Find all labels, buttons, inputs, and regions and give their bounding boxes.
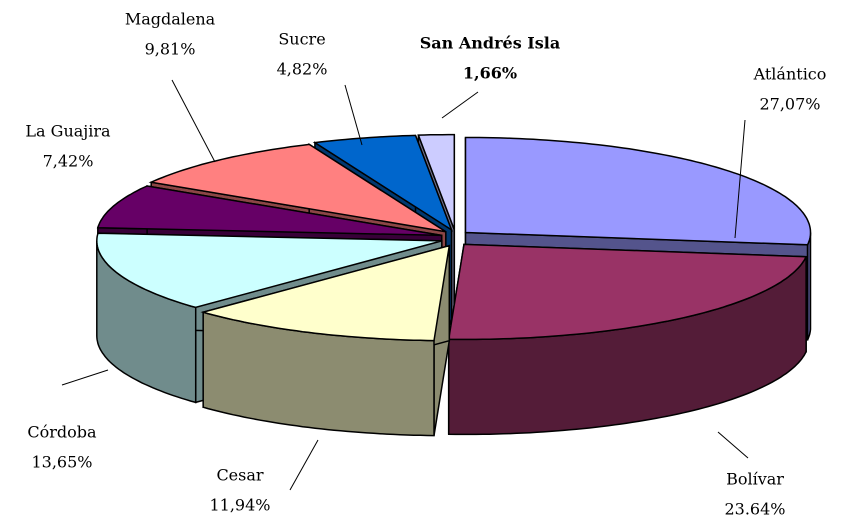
- slice-wall: [806, 232, 812, 341]
- leader-line: [61, 369, 109, 386]
- slice-label: Atlántico: [753, 65, 827, 84]
- value-label: 11,94%: [209, 496, 270, 515]
- slice-top: [464, 136, 812, 246]
- slice: [447, 243, 808, 436]
- value-label: 7,42%: [43, 152, 94, 171]
- slice-label: Sucre: [278, 30, 325, 49]
- value-label: 23.64%: [724, 500, 785, 519]
- leader-line: [171, 79, 216, 163]
- leader-line: [734, 119, 746, 239]
- leader-line: [717, 431, 749, 459]
- value-label: 13,65%: [31, 453, 92, 472]
- slice-top: [312, 134, 454, 232]
- value-label: 27,07%: [759, 95, 820, 114]
- slice-label: Cesar: [216, 466, 263, 485]
- slice: [200, 244, 451, 437]
- leader-line: [441, 91, 479, 119]
- slice-top: [96, 185, 442, 237]
- value-label: 9,81%: [145, 40, 196, 59]
- leader-line: [289, 439, 319, 491]
- slice-label: San Andrés Isla: [420, 34, 560, 53]
- slice-label: Bolívar: [726, 470, 784, 489]
- slice-top: [200, 244, 451, 342]
- slice-top: [447, 243, 808, 341]
- leader-line: [344, 84, 363, 146]
- slice-top: [96, 232, 442, 309]
- value-label: 4,82%: [277, 60, 328, 79]
- value-label: 1,66%: [463, 64, 517, 83]
- slice-label: Córdoba: [27, 423, 97, 442]
- slice-label: La Guajira: [25, 122, 111, 141]
- slice-top: [417, 133, 456, 230]
- slice-top: [148, 143, 447, 233]
- slice-label: Magdalena: [125, 10, 216, 29]
